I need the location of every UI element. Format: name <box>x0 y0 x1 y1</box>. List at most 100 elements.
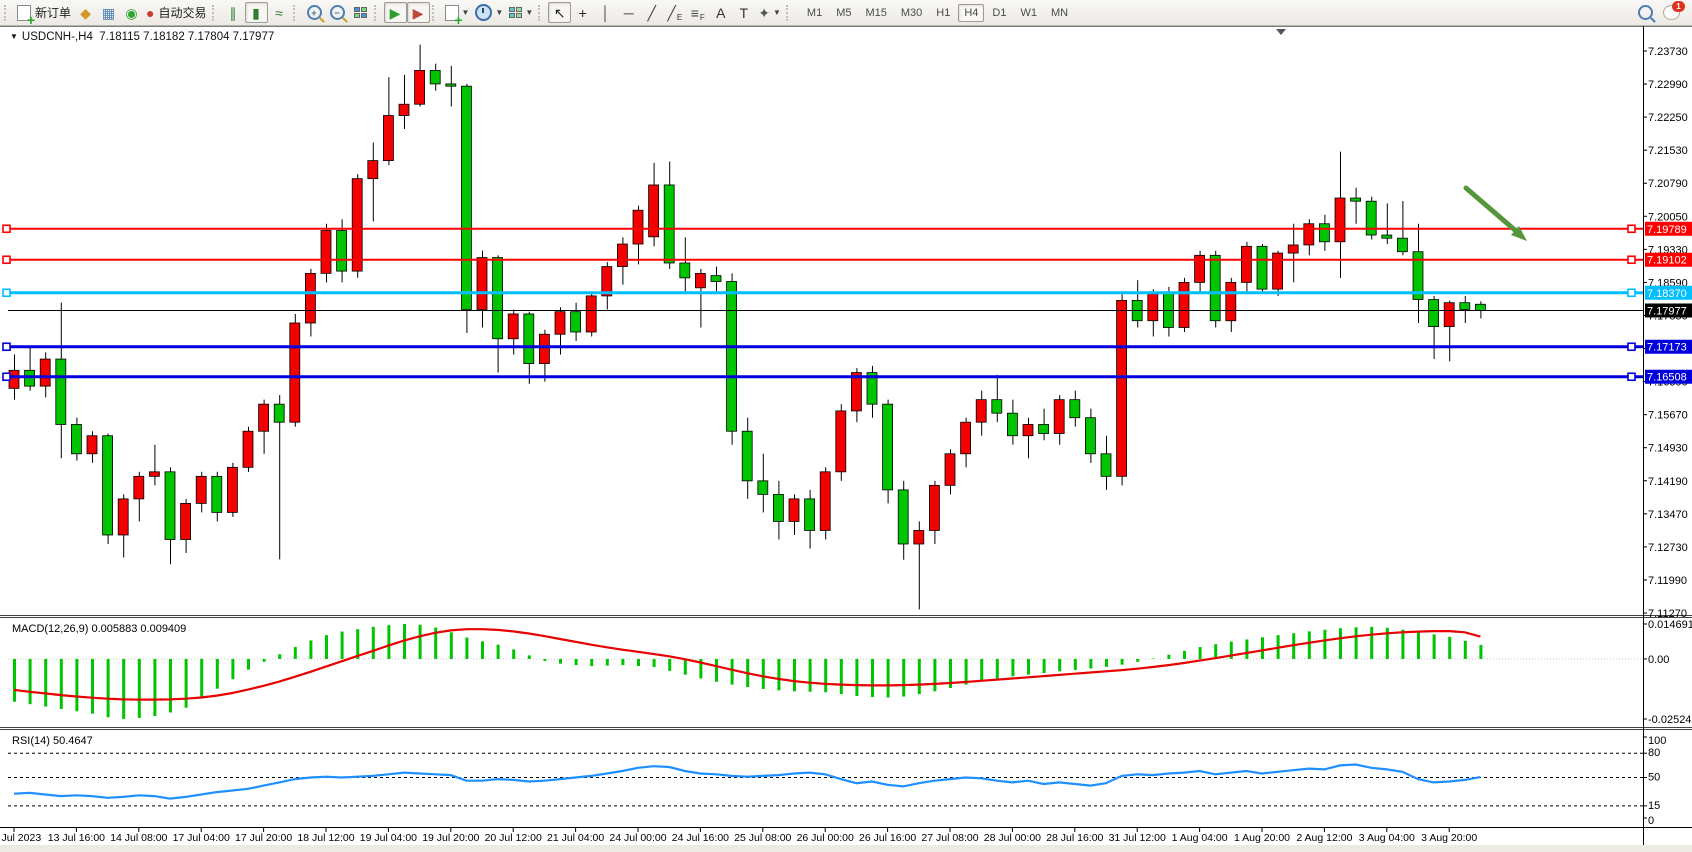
arrows-icon-caret-icon[interactable]: ▼ <box>773 8 781 17</box>
toolbar-right: 1 <box>1638 1 1692 20</box>
data-window-icon[interactable]: ▦ <box>97 2 120 23</box>
time-tick-label: 14 Jul 08:00 <box>110 832 167 844</box>
timeframe-m15[interactable]: M15 <box>865 6 887 19</box>
text-label-icon: T <box>739 4 749 21</box>
autotrading-button[interactable]: ● 自动交易 <box>143 2 209 23</box>
time-tick-label: 21 Jul 04:00 <box>547 832 604 844</box>
time-tick-label: 17 Jul 04:00 <box>173 832 230 844</box>
zoom-in-icon[interactable]: + <box>303 2 326 23</box>
indicators-icon[interactable]: ▼ <box>442 2 473 26</box>
bar-chart-icon[interactable]: ∥ <box>222 2 245 23</box>
market-watch-icon[interactable]: ◆ <box>74 2 97 23</box>
macd-label: MACD(12,26,9) 0.005883 0.009409 <box>12 623 186 635</box>
zoom-out-icon: − <box>329 5 345 20</box>
price-badge <box>1645 303 1692 318</box>
line-chart-icon[interactable]: ≈ <box>268 2 291 23</box>
notification-icon[interactable]: 1 <box>1663 1 1685 20</box>
hline-handle <box>1627 224 1636 234</box>
macd-axis-label: -0.02524 <box>1648 714 1691 726</box>
price-tick-label: 7.14930 <box>1648 443 1688 455</box>
macd-pane: 0.014691 0.00 -0.02524 MACD(12,26,9) 0.0058… <box>8 619 1692 726</box>
timeframe-m5[interactable]: M5 <box>836 6 852 19</box>
price-badge <box>1645 339 1692 354</box>
hline-handle <box>2 342 11 352</box>
toolbar-grip <box>4 4 10 21</box>
periods-icon-caret-icon[interactable]: ▼ <box>495 8 504 17</box>
bar-chart-icon: ∥ <box>229 4 237 21</box>
data-window-icon: ▦ <box>101 4 116 21</box>
vertical-line-icon[interactable]: │ <box>594 2 617 23</box>
market-watch-icon: ◆ <box>80 4 91 21</box>
text-label-icon[interactable]: T <box>732 2 755 23</box>
price-tick-label: 7.15670 <box>1648 410 1688 422</box>
new-order-button-icon <box>17 4 35 26</box>
cursor-icon[interactable]: ↖ <box>548 2 572 23</box>
price-tick-label: 7.23730 <box>1648 46 1688 58</box>
timeframe-mn[interactable]: MN <box>1050 6 1069 19</box>
horizontal-line-icon[interactable]: ─ <box>617 2 640 23</box>
arrow-annotation[interactable] <box>1463 185 1527 241</box>
time-tick-label: 1 Aug 20:00 <box>1234 832 1290 844</box>
timeframe-group: M1 M5 M15 M30 H1 H4 D1 W1 MN <box>800 3 1075 22</box>
hline-handle <box>1627 288 1636 298</box>
rsi-axis-label: 0 <box>1648 815 1654 827</box>
zoom-out-icon[interactable]: − <box>326 2 349 23</box>
chart-shift-marker[interactable] <box>1276 29 1286 35</box>
crosshair-icon[interactable]: + <box>571 2 594 23</box>
trendline-icon[interactable]: ╱ <box>640 2 663 23</box>
time-tick-label: 13 Jul 16:00 <box>48 832 105 844</box>
signals-icon[interactable]: ◉ <box>120 2 143 23</box>
indicators-icon-caret-icon[interactable]: ▼ <box>461 8 470 17</box>
price-tick-label: 7.20790 <box>1648 178 1688 190</box>
arrows-icon: ✦ <box>758 4 770 21</box>
time-tick-label: 1 Aug 04:00 <box>1172 832 1228 844</box>
price-tick-label: 7.20050 <box>1648 211 1688 223</box>
price-badge <box>1645 285 1692 300</box>
templates-icon[interactable]: ▼ <box>506 2 536 23</box>
price-tick-label: 7.13470 <box>1648 509 1688 521</box>
candlestick-chart-icon[interactable]: ▮ <box>244 2 268 23</box>
cursor-icon: ↖ <box>553 4 566 21</box>
toolbar-grip <box>211 4 218 21</box>
hline-handle <box>2 372 11 382</box>
new-order-button-label: 新订单 <box>35 6 72 20</box>
timeframe-m1[interactable]: M1 <box>806 6 823 19</box>
trendline-icon: ╱ <box>647 4 656 21</box>
chart-shift-icon: ▶ <box>412 4 424 21</box>
timeframe-h4[interactable]: H4 <box>958 3 985 22</box>
timeframe-m30[interactable]: M30 <box>900 6 923 19</box>
new-order-button[interactable]: 新订单 <box>14 2 74 26</box>
fibonacci-icon: ≡ <box>690 4 699 21</box>
equidistant-channel-icon[interactable]: ╱ E <box>663 2 686 23</box>
chart-shift-icon[interactable]: ▶ <box>406 2 430 23</box>
auto-scroll-icon[interactable]: ▶ <box>383 2 407 23</box>
toolbar-grip <box>538 4 544 21</box>
periods-icon[interactable]: ▼ <box>472 2 506 23</box>
rsi-axis-label: 15 <box>1648 800 1660 812</box>
price-badge <box>1645 369 1692 384</box>
time-tick-label: 3 Aug 20:00 <box>1421 832 1477 844</box>
macd-signal-line <box>13 628 1481 701</box>
fibonacci-icon[interactable]: ≡ F <box>686 2 709 23</box>
chart-menu-caret-icon[interactable]: ▼ <box>10 32 18 41</box>
time-tick-label: 13 Jul 2023 <box>0 832 41 844</box>
timeframe-d1[interactable]: D1 <box>992 6 1007 19</box>
search-icon[interactable] <box>1638 5 1653 20</box>
timeframe-h1[interactable]: H1 <box>936 6 951 19</box>
time-tick-label: 28 Jul 16:00 <box>1046 832 1103 844</box>
symbol-period-label: USDCNH-,H4 <box>21 31 93 43</box>
tile-windows-icon[interactable] <box>349 2 372 23</box>
time-tick-label: 19 Jul 20:00 <box>422 832 479 844</box>
autotrading-button-label: 自动交易 <box>158 6 207 20</box>
templates-icon-caret-icon[interactable]: ▼ <box>525 8 534 17</box>
price-tick-label: 7.12730 <box>1648 542 1688 554</box>
horizontal-lines-layer[interactable] <box>2 224 1643 382</box>
time-tick-label: 26 Jul 16:00 <box>859 832 916 844</box>
arrows-icon[interactable]: ✦ ▼ <box>755 2 784 23</box>
fibonacci-icon-sub: F <box>699 13 705 22</box>
price-tick-label: 7.14190 <box>1648 476 1688 488</box>
timeframe-w1[interactable]: W1 <box>1020 6 1037 19</box>
text-icon[interactable]: A <box>709 2 732 23</box>
